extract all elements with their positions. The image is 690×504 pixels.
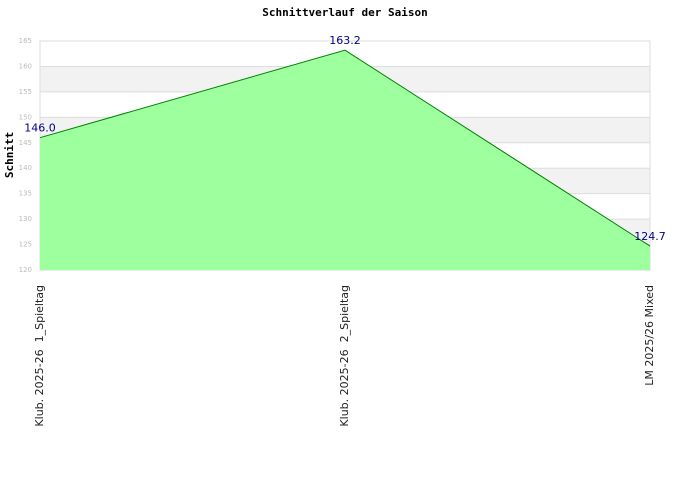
y-axis-label: Schnitt [3,132,16,178]
chart-title: Schnittverlauf der Saison [262,6,428,19]
x-tick-label: LM 2025/26 Mixed [643,285,656,386]
value-label: 163.2 [329,34,361,47]
line [39,49,651,247]
y-tick-label: 160 [19,62,32,70]
value-label: 124.7 [634,230,666,243]
y-tick-label: 120 [19,266,32,274]
y-tick-label: 140 [19,164,32,172]
y-tick-label: 150 [19,113,32,121]
y-tick-label: 145 [19,139,32,147]
y-tick-label: 125 [19,241,32,249]
y-tick-label: 135 [19,190,32,198]
area [40,50,650,270]
y-tick-label: 165 [19,37,32,45]
x-tick-label: Klub. 2025-26 1_Spieltag [33,285,46,427]
value-label: 146.0 [24,122,56,135]
y-tick-label: 130 [19,215,32,223]
y-tick-label: 155 [19,88,32,96]
x-tick-label: Klub. 2025-26 2_Spieltag [338,285,351,427]
